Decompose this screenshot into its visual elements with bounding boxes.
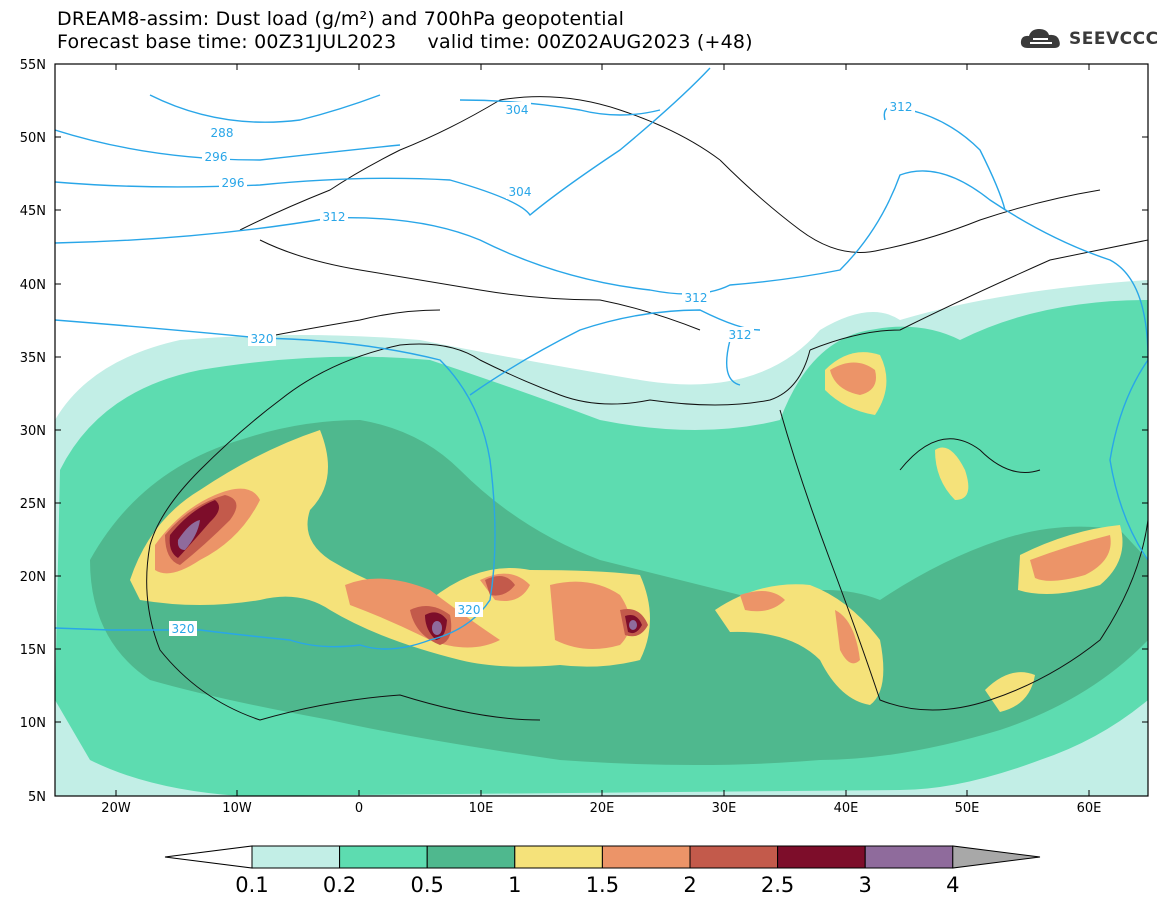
colorbar-label: 2: [683, 873, 696, 897]
colorbar-label: 1: [508, 873, 521, 897]
contour-label: 296: [205, 150, 228, 164]
lon-label: 20E: [590, 801, 615, 816]
map-title-line1: DREAM8-assim: Dust load (g/m²) and 700hP…: [57, 8, 625, 30]
contour-label: 296: [222, 176, 245, 190]
contour-labels: 288 296 296 304 304 312 312 312 312 320 320 320: [169, 99, 915, 636]
lat-label: 45N: [20, 204, 46, 219]
colorbar-label: 0.1: [235, 873, 268, 897]
colorbar-segment: [689, 845, 779, 869]
lat-label: 25N: [20, 497, 46, 512]
lat-label: 5N: [28, 790, 46, 805]
lon-label: 20W: [101, 801, 131, 816]
colorbar-label: 1.5: [586, 873, 619, 897]
contour-label: 312: [323, 210, 346, 224]
colorbar-end-right: [952, 845, 1041, 869]
lon-label: 60E: [1077, 801, 1102, 816]
logo-text: SEEVCCC: [1069, 29, 1159, 49]
colorbar-segment: [251, 845, 341, 869]
lat-label: 50N: [20, 131, 46, 146]
lat-label: 20N: [20, 570, 46, 585]
colorbar-segment: [601, 845, 691, 869]
contour-label: 304: [509, 185, 532, 199]
dust-field: [55, 280, 1148, 796]
colorbar-label: 0.5: [410, 873, 443, 897]
colorbar-end-left: [164, 845, 253, 869]
contour-label: 312: [685, 291, 708, 305]
colorbar-label: 2.5: [761, 873, 794, 897]
lat-label: 15N: [20, 643, 46, 658]
lat-label: 55N: [20, 58, 46, 73]
lat-label: 30N: [20, 424, 46, 439]
contour-label: 320: [251, 332, 274, 346]
colorbar: 0.1 0.2 0.5 1 1.5 2 2.5 3 4: [164, 845, 1041, 897]
latitude-labels: 55N 50N 45N 40N 35N 30N 25N 20N 15N 10N 5N: [20, 58, 46, 805]
contour-label: 288: [211, 126, 234, 140]
lon-label: 30E: [712, 801, 737, 816]
map-title-line2: Forecast base time: 00Z31JUL2023 valid t…: [57, 31, 753, 53]
colorbar-label: 4: [946, 873, 959, 897]
colorbar-label: 3: [859, 873, 872, 897]
lat-label: 10N: [20, 716, 46, 731]
map-frame: [54, 63, 1149, 797]
lat-label: 40N: [20, 278, 46, 293]
lon-label: 0: [355, 801, 363, 816]
geopotential-contours: [55, 67, 1148, 650]
colorbar-segment: [514, 845, 603, 869]
colorbar-segment: [339, 845, 428, 869]
colorbar-segment: [864, 845, 954, 869]
contour-label: 320: [172, 622, 195, 636]
lon-label: 10E: [469, 801, 494, 816]
lon-label: 50E: [955, 801, 980, 816]
lon-label: 10W: [222, 801, 252, 816]
contour-label: 304: [506, 103, 529, 117]
contour-label: 312: [890, 100, 913, 114]
longitude-labels: 20W 10W 0 10E 20E 30E 40E 50E 60E: [101, 801, 1101, 816]
coastlines: [146, 96, 1148, 721]
contour-label: 320: [458, 603, 481, 617]
colorbar-segment: [777, 845, 866, 869]
lon-label: 40E: [834, 801, 859, 816]
colorbar-segment: [426, 845, 516, 869]
cloud-icon: [1020, 29, 1060, 48]
contour-label: 312: [729, 328, 752, 342]
seevccc-logo: SEEVCCC: [1018, 26, 1159, 52]
colorbar-label: 0.2: [323, 873, 356, 897]
lat-label: 35N: [20, 351, 46, 366]
